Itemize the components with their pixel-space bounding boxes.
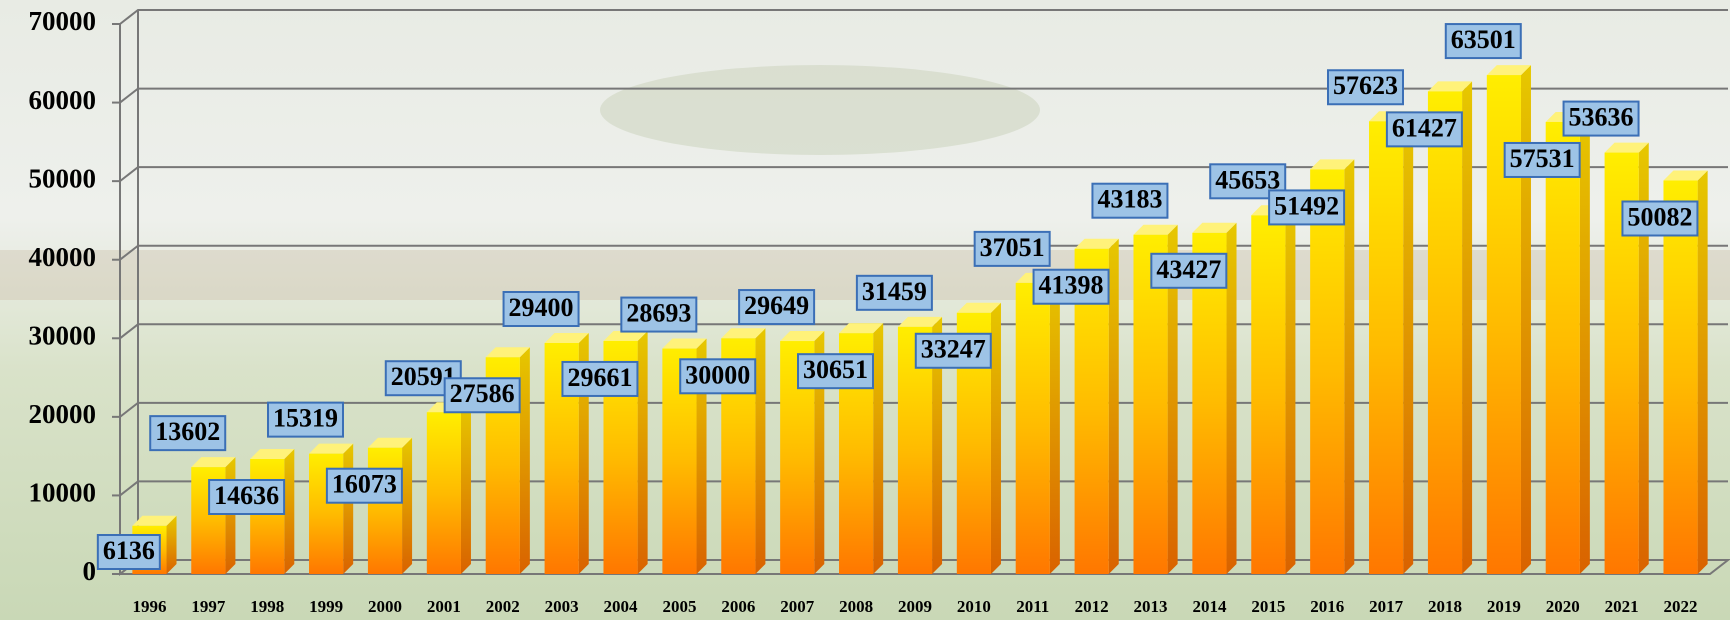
value-label: 15319	[273, 404, 338, 433]
bar	[1663, 180, 1697, 574]
bar-side	[1462, 81, 1472, 574]
value-label: 33247	[921, 335, 986, 364]
value-label: 61427	[1392, 113, 1457, 142]
value-label: 31459	[862, 277, 927, 306]
x-tick-label: 2015	[1251, 597, 1285, 616]
bar-side	[755, 328, 765, 574]
value-label: 63501	[1451, 25, 1516, 54]
bar-side	[1344, 159, 1354, 574]
x-tick-label: 1999	[309, 597, 343, 616]
bar-side	[461, 402, 471, 574]
x-tick-label: 1998	[250, 597, 284, 616]
bar	[368, 448, 402, 574]
value-label: 13602	[155, 417, 220, 446]
y-tick-label: 10000	[29, 478, 97, 508]
y-tick-label: 70000	[29, 6, 97, 36]
value-label: 16073	[332, 470, 397, 499]
x-tick-label: 2021	[1605, 597, 1639, 616]
x-tick-label: 2003	[545, 597, 579, 616]
value-label: 14636	[214, 481, 279, 510]
x-tick-label: 2010	[957, 597, 991, 616]
x-tick-label: 2000	[368, 597, 402, 616]
x-tick-label: 1997	[191, 597, 226, 616]
bar-side	[1109, 239, 1119, 574]
bar-side	[520, 347, 530, 574]
x-tick-label: 2009	[898, 597, 932, 616]
x-tick-label: 2008	[839, 597, 873, 616]
x-tick-label: 1996	[132, 597, 166, 616]
bar-side	[225, 457, 235, 574]
value-label: 57531	[1510, 144, 1575, 173]
bar-side	[284, 449, 294, 574]
value-label: 6136	[103, 536, 155, 565]
y-tick-label: 50000	[29, 163, 97, 193]
page: {"chart_data": {"type": "bar", "categori…	[0, 0, 1730, 620]
value-label: 30000	[685, 360, 750, 389]
x-tick-label: 2005	[662, 597, 696, 616]
value-label: 28693	[626, 299, 691, 328]
bar-side	[1403, 111, 1413, 574]
value-label: 57623	[1333, 71, 1398, 100]
x-tick-label: 2001	[427, 597, 461, 616]
value-label: 30651	[803, 355, 868, 384]
value-label: 29649	[744, 291, 809, 320]
x-tick-label: 2018	[1428, 597, 1462, 616]
value-label: 43183	[1097, 185, 1162, 214]
y-tick-label: 40000	[29, 242, 97, 272]
bar	[427, 412, 461, 574]
y-tick-label: 0	[83, 556, 97, 586]
bar-side	[873, 323, 883, 574]
x-tick-label: 2020	[1546, 597, 1580, 616]
x-tick-label: 2011	[1016, 597, 1049, 616]
y-tick-label: 30000	[29, 320, 97, 350]
bar-side	[1698, 170, 1708, 574]
x-tick-label: 2012	[1075, 597, 1109, 616]
bar-side	[343, 444, 353, 574]
chart: 0 10000 20000 30000 40000 50000 60000 70000 1996…	[0, 0, 1730, 620]
bar	[1251, 215, 1285, 574]
bar-side	[1580, 112, 1590, 574]
value-label: 53636	[1569, 103, 1634, 132]
x-tick-label: 2006	[721, 597, 755, 616]
bar-side	[1227, 223, 1237, 574]
x-tick-label: 2016	[1310, 597, 1344, 616]
value-label: 51492	[1274, 191, 1339, 220]
y-tick-label: 20000	[29, 399, 97, 429]
bar	[1310, 169, 1344, 574]
y-tick-label: 60000	[29, 85, 97, 115]
bar	[1016, 283, 1050, 574]
bar	[1428, 91, 1462, 574]
x-tick-label: 2013	[1134, 597, 1168, 616]
x-tick-label: 2022	[1664, 597, 1698, 616]
value-label: 37051	[980, 233, 1045, 262]
bar	[1546, 122, 1580, 574]
bar-side	[167, 516, 177, 574]
bar-side	[638, 331, 648, 574]
bar-side	[1521, 65, 1531, 574]
value-label: 41398	[1039, 271, 1104, 300]
x-tick-label: 2007	[780, 597, 815, 616]
bar	[1369, 121, 1403, 574]
value-label: 43427	[1156, 255, 1221, 284]
x-tick-label: 2002	[486, 597, 520, 616]
x-tick-label: 2017	[1369, 597, 1404, 616]
value-label: 29661	[567, 363, 632, 392]
bar-side	[1050, 273, 1060, 574]
bar-side	[991, 303, 1001, 574]
value-label: 29400	[509, 293, 574, 322]
bar-side	[402, 438, 412, 574]
background-roundabout	[600, 65, 1040, 155]
x-tick-label: 2004	[604, 597, 639, 616]
value-label: 50082	[1627, 202, 1692, 231]
x-tick-label: 2014	[1192, 597, 1227, 616]
bar-side	[1285, 205, 1295, 574]
value-label: 27586	[450, 379, 515, 408]
x-tick-label: 2019	[1487, 597, 1521, 616]
bar	[250, 459, 284, 574]
